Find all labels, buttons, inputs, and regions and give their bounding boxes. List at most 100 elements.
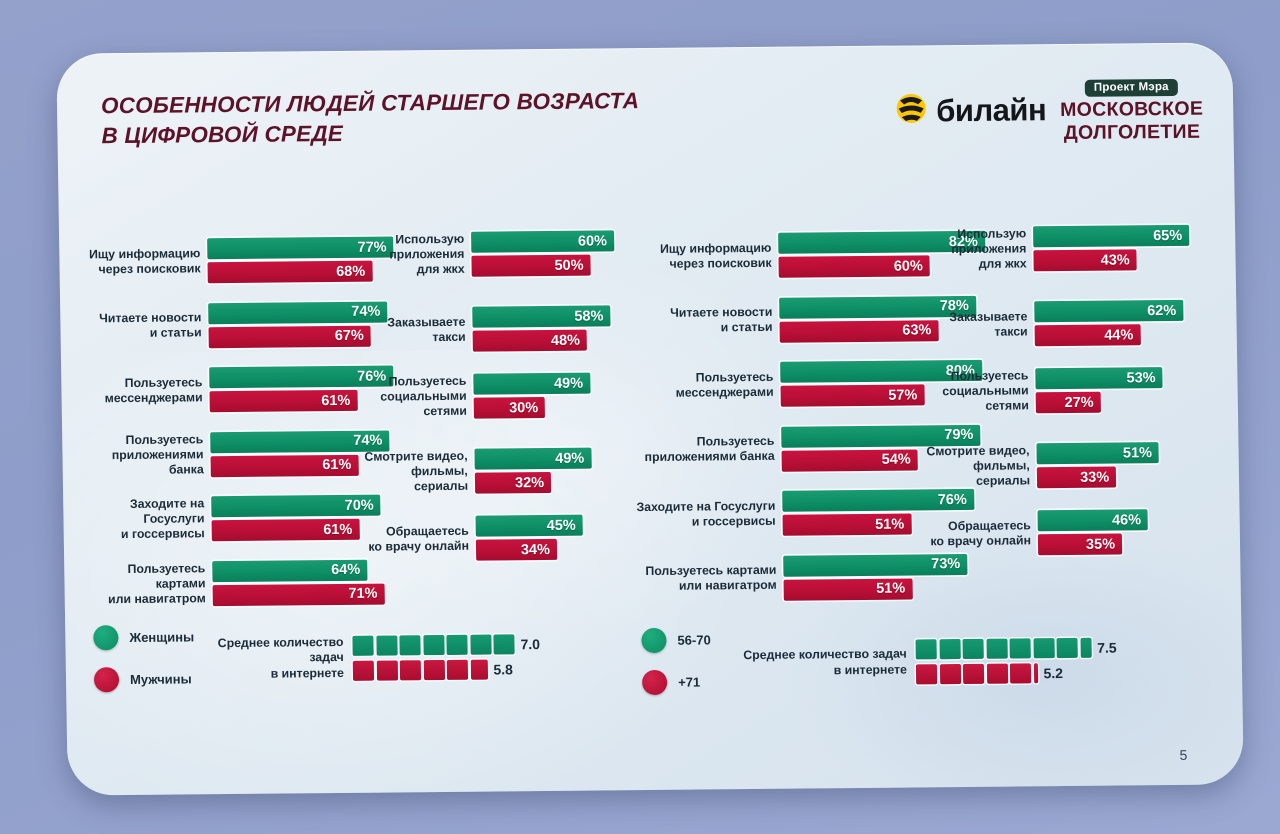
- bar-value-label: 44%: [1104, 326, 1134, 344]
- bar-value-label: 64%: [331, 561, 361, 579]
- bar-secondary: 27%: [1035, 391, 1101, 414]
- bar-secondary: 30%: [473, 397, 546, 419]
- slide-title-line-1: ОСОБЕННОСТИ ЛЮДЕЙ СТАРШЕГО ВОЗРАСТА: [100, 88, 640, 119]
- square-unit: [962, 663, 985, 685]
- bar-value-label: 49%: [555, 450, 585, 467]
- square-unit: [423, 659, 445, 680]
- bar-secondary: 57%: [780, 384, 925, 407]
- circle-marker-icon: [641, 669, 668, 696]
- bar-group-label: Пользуетесь социальными сетями: [942, 368, 1029, 413]
- bar-secondary: 60%: [778, 255, 930, 278]
- average-tasks-label: Среднее количество задач в интернете: [217, 634, 345, 681]
- bar-group: Обращаетесь ко врачу онлайн 45% 34%: [364, 514, 584, 562]
- bar-primary: 49%: [474, 447, 592, 470]
- square-unit: [493, 633, 515, 655]
- bar-group-label: Читаете новости и статьи: [670, 304, 773, 335]
- bar-value-label: 35%: [1085, 536, 1116, 553]
- bar-primary: 65%: [1033, 224, 1190, 248]
- square-gauge: [915, 663, 1038, 685]
- legend-item-label: +71: [678, 674, 701, 690]
- legend-item-label: 56-70: [677, 632, 711, 648]
- bar-value-label: 53%: [1126, 369, 1156, 386]
- bar-group: Смотрите видео, фильмы, сериалы 49% 32%: [362, 447, 592, 495]
- square-unit: [352, 635, 374, 656]
- bar-group: Пользуетесь картами или навигатром 73% 51%: [624, 553, 968, 601]
- square-unit: [1009, 638, 1031, 659]
- square-unit: [1009, 663, 1032, 684]
- bar-secondary: 50%: [471, 254, 591, 277]
- average-tasks-row: 5.2: [915, 663, 1117, 685]
- bar-pair: 73% 51%: [783, 553, 968, 601]
- bar-value-label: 70%: [344, 497, 374, 514]
- beeline-logo: билайн: [894, 80, 1047, 130]
- bee-logo-icon: [894, 91, 929, 130]
- bar-value-label: 43%: [1100, 251, 1130, 269]
- bar-value-label: 33%: [1080, 469, 1110, 486]
- bar-pair: 46% 35%: [1037, 509, 1149, 556]
- bar-secondary: 71%: [212, 583, 385, 606]
- legend-item: +71: [641, 669, 712, 696]
- square-unit: [446, 659, 469, 680]
- bar-value-label: 51%: [875, 516, 905, 533]
- bar-value-label: 54%: [881, 451, 911, 468]
- square-unit: [938, 639, 961, 660]
- bar-value-label: 30%: [509, 399, 539, 416]
- bar-secondary: 32%: [474, 471, 552, 494]
- legend-item: 56-70: [641, 627, 711, 654]
- legend-item: Мужчины: [93, 666, 195, 693]
- bar-group-label: Пользуетесь картами или навигатром: [107, 560, 206, 606]
- average-tasks-rows: 7.5 5.2: [915, 637, 1117, 685]
- bar-value-label: 65%: [1153, 227, 1183, 244]
- bar-primary: 73%: [783, 553, 968, 577]
- bar-group-label: Смотрите видео, фильмы, сериалы: [926, 443, 1031, 488]
- bar-primary: 45%: [475, 514, 583, 537]
- bar-value-label: 57%: [888, 386, 918, 404]
- square-unit-partial: [1033, 663, 1038, 684]
- average-tasks-value: 5.8: [493, 660, 514, 678]
- bar-value-label: 79%: [944, 426, 974, 444]
- bar-group: Читаете новости и статьи 74% 67%: [88, 301, 388, 349]
- average-tasks-row: 7.5: [915, 637, 1117, 660]
- legend-age: 56-70 +71: [641, 627, 712, 712]
- bar-group: Пользуетесь мессенджерами 76% 61%: [89, 365, 394, 413]
- bar-secondary: 34%: [475, 538, 558, 561]
- bar-group-label: Использую приложения для жкх: [951, 226, 1027, 271]
- bar-pair: 62% 44%: [1034, 299, 1184, 347]
- bar-primary: 64%: [212, 559, 368, 582]
- bar-secondary: 54%: [781, 448, 918, 472]
- slide-title: ОСОБЕННОСТИ ЛЮДЕЙ СТАРШЕГО ВОЗРАСТА В ЦИ…: [101, 86, 702, 152]
- average-tasks-gender: Среднее количество задач в интернете 7.0 5…: [183, 633, 540, 682]
- bar-group: Пользуетесь картами или навигатром 64% 71%: [92, 559, 385, 607]
- square-unit: [375, 634, 398, 656]
- bar-primary: 70%: [211, 494, 381, 518]
- bar-pair: 65% 43%: [1033, 224, 1190, 272]
- square-gauge: [352, 659, 488, 681]
- bar-value-label: 61%: [322, 456, 352, 474]
- bar-pair: 60% 50%: [471, 230, 615, 277]
- bar-group: Смотрите видео, фильмы, сериалы 51% 33%: [924, 442, 1160, 489]
- bar-pair: 49% 30%: [473, 372, 591, 419]
- bar-value-label: 76%: [937, 491, 967, 508]
- bar-pair: 51% 33%: [1036, 442, 1160, 489]
- bar-group: Заходите на Госуслуги и госсервисы 70% 61%: [91, 494, 381, 543]
- bar-value-label: 48%: [550, 332, 581, 349]
- bar-group: Пользуетесь социальными сетями 53% 27%: [923, 367, 1163, 414]
- bar-pair: 64% 71%: [212, 559, 385, 606]
- moscow-longevity-logo: Проект Мэра МОСКОВСКОЕ ДОЛГОЛЕТИЕ: [1060, 78, 1204, 144]
- bar-group-label: Смотрите видео, фильмы, сериалы: [364, 448, 469, 494]
- bar-group: Использую приложения для жкх 65% 43%: [921, 224, 1190, 273]
- square-gauge: [915, 637, 1092, 660]
- bar-primary: 58%: [472, 305, 611, 328]
- bar-group-label: Пользуетесь приложениями банка: [111, 431, 204, 477]
- bar-secondary: 61%: [210, 454, 359, 477]
- bar-group: Использую приложения для жкх 60% 50%: [359, 230, 615, 277]
- bar-value-label: 61%: [323, 521, 353, 538]
- bar-group: Заходите на Госуслуги и госсервисы 76% 51%: [623, 488, 974, 537]
- square-unit: [915, 664, 938, 685]
- circle-marker-icon: [93, 667, 120, 693]
- average-tasks-rows: 7.0 5.8: [352, 633, 540, 681]
- presentation-slide: ОСОБЕННОСТИ ЛЮДЕЙ СТАРШЕГО ВОЗРАСТА В ЦИ…: [56, 42, 1244, 796]
- beeline-wordmark: билайн: [935, 91, 1047, 128]
- bar-group-label: Обращаетесь ко врачу онлайн: [930, 517, 1032, 548]
- bar-secondary: 48%: [472, 329, 588, 352]
